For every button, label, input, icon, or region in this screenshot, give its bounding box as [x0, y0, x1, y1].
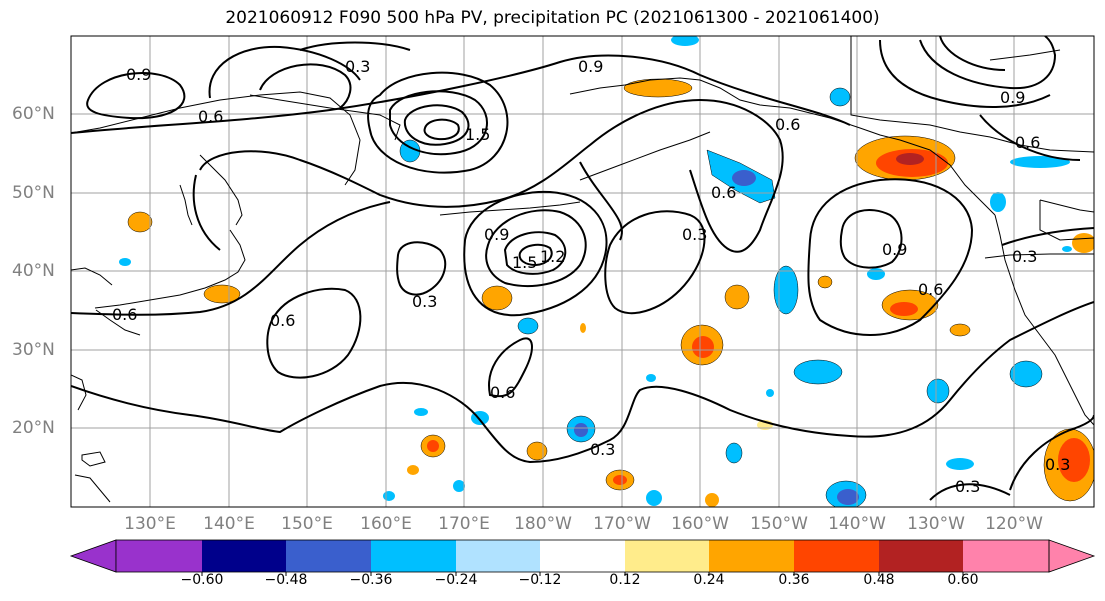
contour-label: 0.9 [126, 65, 151, 84]
lon-label: 120°W [985, 514, 1043, 534]
contour-label: 1.5 [512, 253, 537, 272]
colorbar-tick-label: −0.48 [264, 572, 308, 588]
contour-label: 0.3 [955, 477, 980, 496]
contour-label: 0.9 [882, 240, 907, 259]
map-border [70, 35, 1095, 508]
gridlines [71, 36, 1094, 507]
lon-label: 180°W [514, 514, 572, 534]
colorbar-tick-label: 0.24 [693, 572, 725, 588]
colorbar-extend-high [1048, 539, 1096, 573]
contour-label: 0.6 [270, 311, 295, 330]
coastlines [71, 36, 1094, 503]
lat-label: 40°N [12, 261, 55, 281]
precip-negative-shading [119, 36, 1072, 507]
lat-label: 50°N [12, 183, 55, 203]
contour-label: 0.3 [590, 440, 615, 459]
colorbar-tick-label: −0.12 [518, 572, 562, 588]
contour-label: 0.9 [484, 225, 509, 244]
contour-label: 0.6 [918, 280, 943, 299]
lat-label: 60°N [12, 104, 55, 124]
lat-label: 30°N [12, 340, 55, 360]
colorbar-tick-label: 0.60 [947, 572, 979, 588]
colorbar-tick-label: 0.36 [778, 572, 810, 588]
lon-label: 130°E [124, 514, 176, 534]
lon-label: 150°E [281, 514, 333, 534]
colorbar-tick-label: −0.24 [434, 572, 478, 588]
contour-label: 0.3 [1012, 247, 1037, 266]
contour-label: 0.6 [490, 383, 515, 402]
contour-label: 1.5 [465, 125, 490, 144]
contour-labels: 0.9 0.3 0.6 0.9 1.5 0.6 0.6 0.9 0.6 0.9 … [112, 57, 1070, 496]
contour-label: 0.6 [775, 115, 800, 134]
pv-contours [71, 36, 1094, 501]
contour-label: 0.3 [682, 225, 707, 244]
lon-label: 160°E [360, 514, 412, 534]
colorbar-tick-label: 0.12 [609, 572, 641, 588]
contour-label: 0.3 [412, 292, 437, 311]
lon-label: 170°E [438, 514, 490, 534]
precip-positive-shading [127, 78, 1094, 507]
contour-label: 0.9 [578, 57, 603, 76]
colorbar-tick-label: 0.48 [863, 572, 895, 588]
contour-label: 0.6 [1015, 133, 1040, 152]
lon-label: 170°W [593, 514, 651, 534]
contour-label: 0.9 [1000, 88, 1025, 107]
lon-label: 160°W [671, 514, 729, 534]
lon-label: 140°W [828, 514, 886, 534]
colorbar-extend-low [69, 539, 117, 573]
contour-label: 0.6 [711, 183, 736, 202]
lon-label: 140°E [203, 514, 255, 534]
contour-label: 1.2 [540, 247, 565, 266]
colorbar-tick-label: −0.36 [349, 572, 393, 588]
colorbar [69, 539, 1096, 576]
lon-label: 130°W [907, 514, 965, 534]
contour-label: 0.6 [112, 305, 137, 324]
colorbar-tick-label: −0.60 [180, 572, 224, 588]
contour-label: 0.3 [345, 57, 370, 76]
lat-label: 20°N [12, 418, 55, 438]
contour-label: 0.6 [198, 107, 223, 126]
contour-label: 0.3 [1045, 455, 1070, 474]
lon-label: 150°W [750, 514, 808, 534]
map-title: 2021060912 F090 500 hPa PV, precipitatio… [225, 8, 880, 28]
